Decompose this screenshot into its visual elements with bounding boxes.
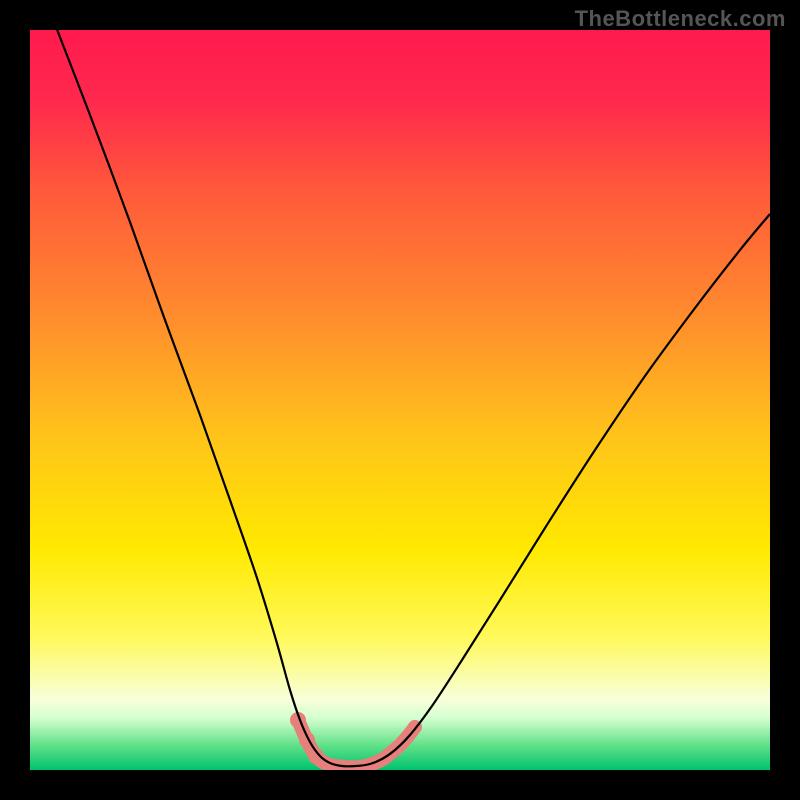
bottleneck-chart: [0, 0, 800, 800]
chart-container: TheBottleneck.com: [0, 0, 800, 800]
watermark-text: TheBottleneck.com: [575, 6, 786, 32]
plot-background: [30, 30, 770, 770]
green-baseline: [30, 769, 770, 770]
